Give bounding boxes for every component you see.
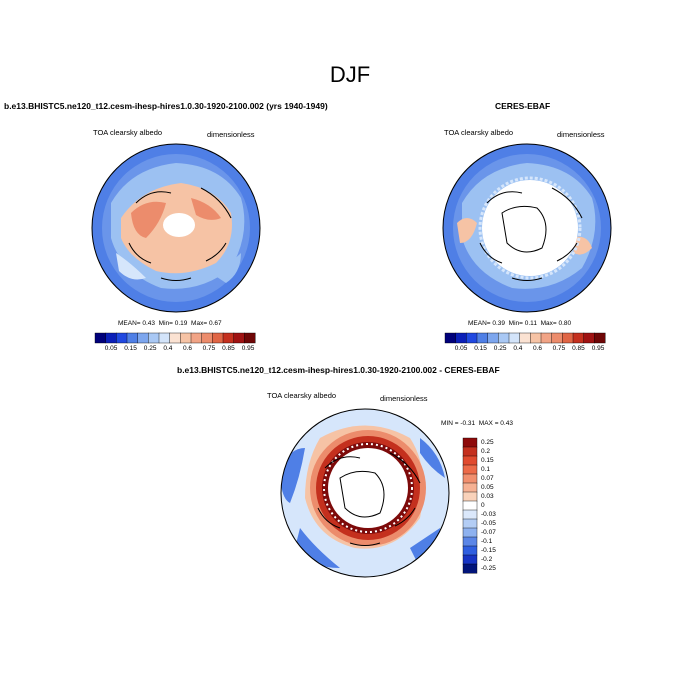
colorbar-swatch — [158, 332, 171, 344]
panel3-range: MIN = -0.31 MAX = 0.43 — [441, 420, 513, 427]
panel1-units-label: dimensionless — [207, 130, 255, 139]
panel3-units-label: dimensionless — [380, 394, 428, 403]
colorbar-swatch — [222, 332, 235, 344]
panel3-polar-map — [280, 408, 450, 578]
colorbar-tick-label: 0.95 — [591, 345, 605, 352]
panel2-units-label: dimensionless — [557, 130, 605, 139]
colorbar-swatch — [498, 332, 510, 344]
colorbar-swatch — [94, 332, 107, 344]
colorbar-tick-label: 0.15 — [474, 345, 487, 352]
colorbar-swatch — [508, 332, 521, 344]
panel1-colorbar — [94, 332, 256, 344]
panel1-title: b.e13.BHISTC5.ne120_t12.cesm-ihesp-hires… — [4, 101, 328, 111]
colorbar-swatch — [583, 332, 595, 344]
colorbar-swatch — [190, 332, 203, 344]
colorbar-swatch — [462, 446, 478, 457]
colorbar-swatch — [244, 332, 256, 344]
colorbar-tick-label: 0.05 — [481, 484, 494, 491]
colorbar-swatch — [462, 509, 478, 520]
colorbar-tick-label: 0.05 — [454, 345, 468, 352]
colorbar-swatch — [462, 500, 478, 511]
colorbar-swatch — [562, 332, 574, 344]
panel2-polar-map — [442, 143, 612, 313]
colorbar-swatch — [462, 518, 478, 529]
colorbar-tick-label: -0.1 — [481, 538, 493, 545]
colorbar-tick-label: -0.2 — [481, 556, 493, 563]
colorbar-tick-label: 0.75 — [552, 345, 566, 352]
colorbar-swatch — [455, 332, 467, 344]
colorbar-swatch — [180, 332, 192, 344]
panel3-title: b.e13.BHISTC5.ne120_t12.cesm-ihesp-hires… — [177, 365, 500, 375]
colorbar-tick-label: 0.15 — [481, 457, 494, 464]
colorbar-swatch — [466, 332, 478, 344]
colorbar-swatch — [148, 332, 160, 344]
colorbar-swatch — [462, 464, 478, 475]
colorbar-tick-label: -0.25 — [481, 565, 496, 572]
colorbar-swatch — [462, 527, 478, 538]
colorbar-tick-label: 0.25 — [493, 345, 507, 352]
panel3-colorbar-labels: 0.25 0.2 0.15 0.1 0.07 0.05 0.03 0 -0.03 -0.05 -0.… — [481, 438, 521, 573]
colorbar-tick-label: -0.15 — [481, 547, 496, 554]
colorbar-swatch — [201, 332, 213, 344]
panel3-colorbar — [462, 437, 478, 574]
panel1-colorbar-labels: 0.05 0.15 0.25 0.4 0.6 0.75 0.85 0.95 — [95, 345, 255, 355]
panel2-colorbar-labels: 0.05 0.15 0.25 0.4 0.6 0.75 0.85 0.95 — [445, 345, 605, 355]
colorbar-swatch — [137, 332, 149, 344]
colorbar-tick-label: 0 — [481, 502, 485, 509]
panel1-variable-label: TOA clearsky albedo — [93, 128, 163, 137]
colorbar-swatch — [540, 332, 553, 344]
panel1-stats: MEAN= 0.43 Min= 0.19 Max= 0.67 — [118, 320, 222, 327]
colorbar-tick-label: 0.15 — [124, 345, 137, 352]
colorbar-swatch — [462, 437, 478, 448]
colorbar-tick-label: 0.75 — [202, 345, 216, 352]
colorbar-swatch — [462, 473, 478, 484]
colorbar-tick-label: 0.05 — [104, 345, 118, 352]
colorbar-swatch — [116, 332, 128, 344]
colorbar-tick-label: 0.1 — [481, 466, 491, 473]
colorbar-tick-label: 0.4 — [513, 345, 523, 352]
season-title: DJF — [329, 62, 371, 87]
colorbar-swatch — [462, 563, 478, 574]
colorbar-swatch — [476, 332, 489, 344]
colorbar-tick-label: 0.95 — [241, 345, 255, 352]
colorbar-tick-label: 0.07 — [481, 475, 494, 482]
colorbar-tick-label: 0.03 — [481, 493, 494, 500]
colorbar-swatch — [519, 332, 531, 344]
colorbar-swatch — [462, 536, 478, 547]
colorbar-swatch — [169, 332, 181, 344]
colorbar-tick-label: -0.05 — [481, 520, 496, 527]
colorbar-swatch — [462, 491, 478, 502]
colorbar-swatch — [462, 545, 478, 556]
colorbar-tick-label: 0.85 — [572, 345, 585, 352]
colorbar-tick-label: -0.03 — [481, 511, 496, 518]
colorbar-swatch — [105, 332, 117, 344]
colorbar-swatch — [233, 332, 245, 344]
colorbar-swatch — [594, 332, 606, 344]
colorbar-tick-label: 0.2 — [481, 448, 491, 455]
panel3-variable-label: TOA clearsky albedo — [267, 391, 337, 400]
colorbar-swatch — [551, 332, 563, 344]
colorbar-tick-label: 0.25 — [481, 439, 494, 446]
colorbar-swatch — [444, 332, 457, 344]
panel2-stats: MEAN= 0.39 Min= 0.11 Max= 0.80 — [468, 320, 572, 327]
colorbar-tick-label: 0.6 — [183, 345, 193, 352]
colorbar-swatch — [572, 332, 585, 344]
panel1-polar-map — [91, 143, 261, 313]
colorbar-swatch — [462, 455, 478, 466]
panel2-title: CERES-EBAF — [495, 101, 551, 111]
colorbar-swatch — [126, 332, 139, 344]
colorbar-tick-label: 0.25 — [143, 345, 157, 352]
colorbar-swatch — [530, 332, 542, 344]
panel2-colorbar — [444, 332, 606, 344]
panel2-variable-label: TOA clearsky albedo — [444, 128, 514, 137]
colorbar-tick-label: 0.85 — [222, 345, 235, 352]
colorbar-swatch — [487, 332, 499, 344]
colorbar-swatch — [462, 554, 478, 565]
colorbar-tick-label: -0.07 — [481, 529, 496, 536]
colorbar-swatch — [462, 482, 478, 493]
colorbar-tick-label: 0.4 — [163, 345, 173, 352]
colorbar-tick-label: 0.6 — [533, 345, 543, 352]
colorbar-swatch — [212, 332, 224, 344]
